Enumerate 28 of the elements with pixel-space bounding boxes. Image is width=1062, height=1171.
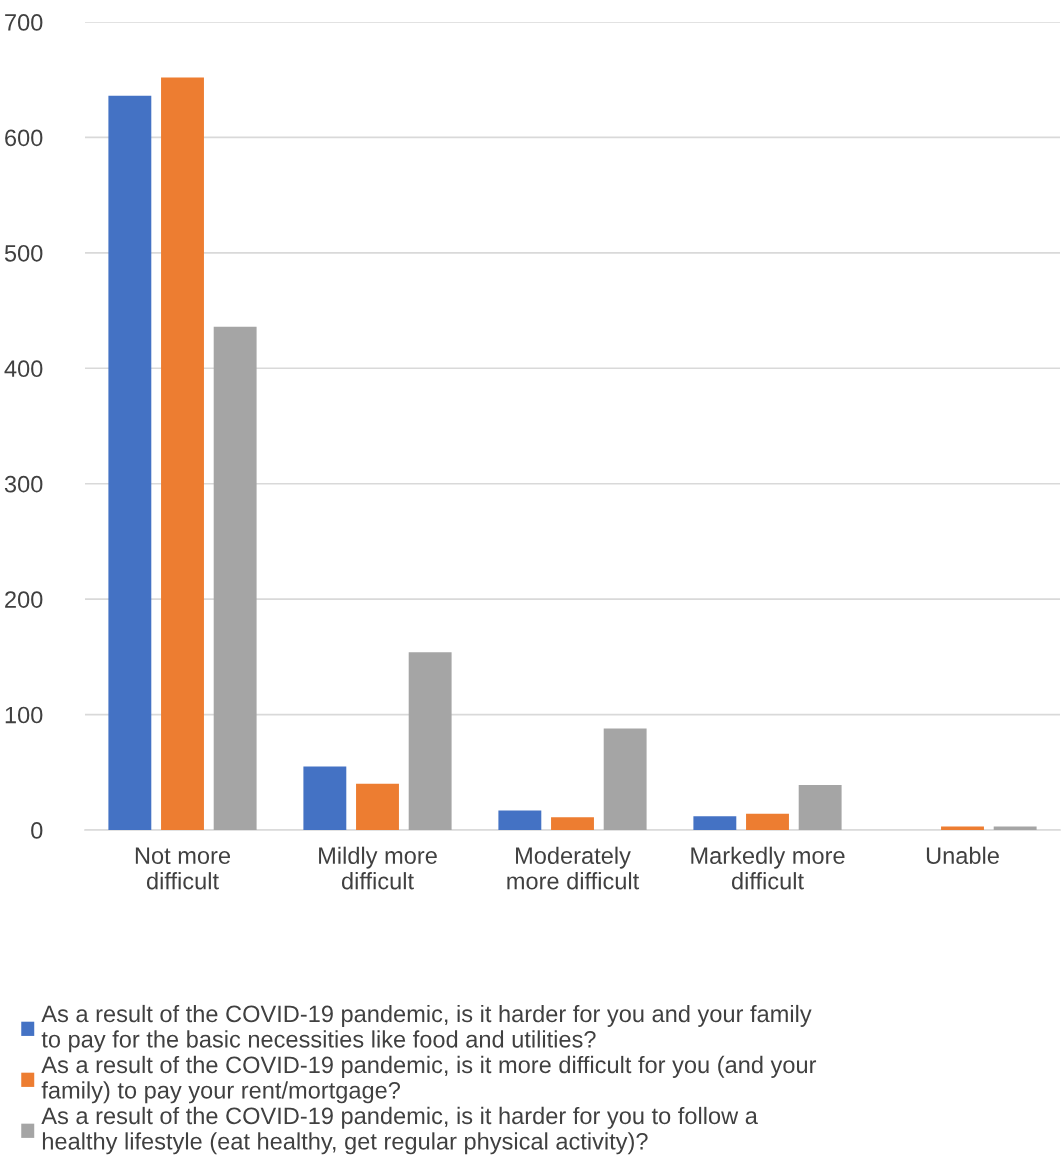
y-tick-label: 500	[4, 244, 43, 262]
y-tick-label: 400	[4, 360, 43, 378]
x-tick-label: Not more difficult	[135, 847, 230, 890]
bar	[161, 77, 204, 830]
y-tick-label: 600	[5, 129, 43, 147]
legend-label: As a result of the COVID-19 pandemic, is it harder for you and your family to pay for the basic necessities like food and utilities?	[41, 1004, 812, 1053]
bar	[798, 784, 842, 830]
bar	[746, 813, 789, 830]
bar	[356, 783, 399, 830]
bar	[213, 326, 257, 830]
bar	[693, 816, 737, 830]
y-tick-label: 0	[31, 822, 43, 839]
bar	[603, 728, 647, 830]
bar	[498, 810, 542, 830]
bar	[108, 95, 152, 830]
y-tick-label: 700	[5, 14, 43, 31]
y-tick-label: 200	[5, 591, 43, 608]
x-tick-label: Mildly more difficult	[319, 846, 437, 890]
bar	[551, 817, 594, 830]
bar	[408, 652, 452, 830]
y-tick-label: 300	[4, 475, 43, 493]
x-tick-label: Moderately more difficult	[507, 846, 640, 890]
x-tick-label: Markedly more difficult	[691, 846, 845, 890]
x-tick-label: Unable	[926, 846, 999, 865]
y-tick-label: 100	[5, 706, 43, 724]
legend-label: As a result of the COVID-19 pandemic, is it more difficult for you (and your family) to pay your rent/mortgage?	[41, 1055, 817, 1104]
bar	[303, 766, 347, 830]
legend-label: As a result of the COVID-19 pandemic, is it harder for you to follow a healthy lifestyle (eat healthy, get regular physical activity)?	[41, 1106, 758, 1155]
